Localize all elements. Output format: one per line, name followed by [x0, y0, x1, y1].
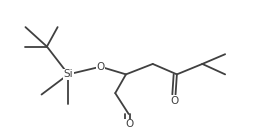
Text: O: O — [170, 96, 178, 106]
Text: Si: Si — [64, 69, 73, 79]
Text: O: O — [96, 62, 105, 72]
Text: O: O — [125, 119, 133, 129]
